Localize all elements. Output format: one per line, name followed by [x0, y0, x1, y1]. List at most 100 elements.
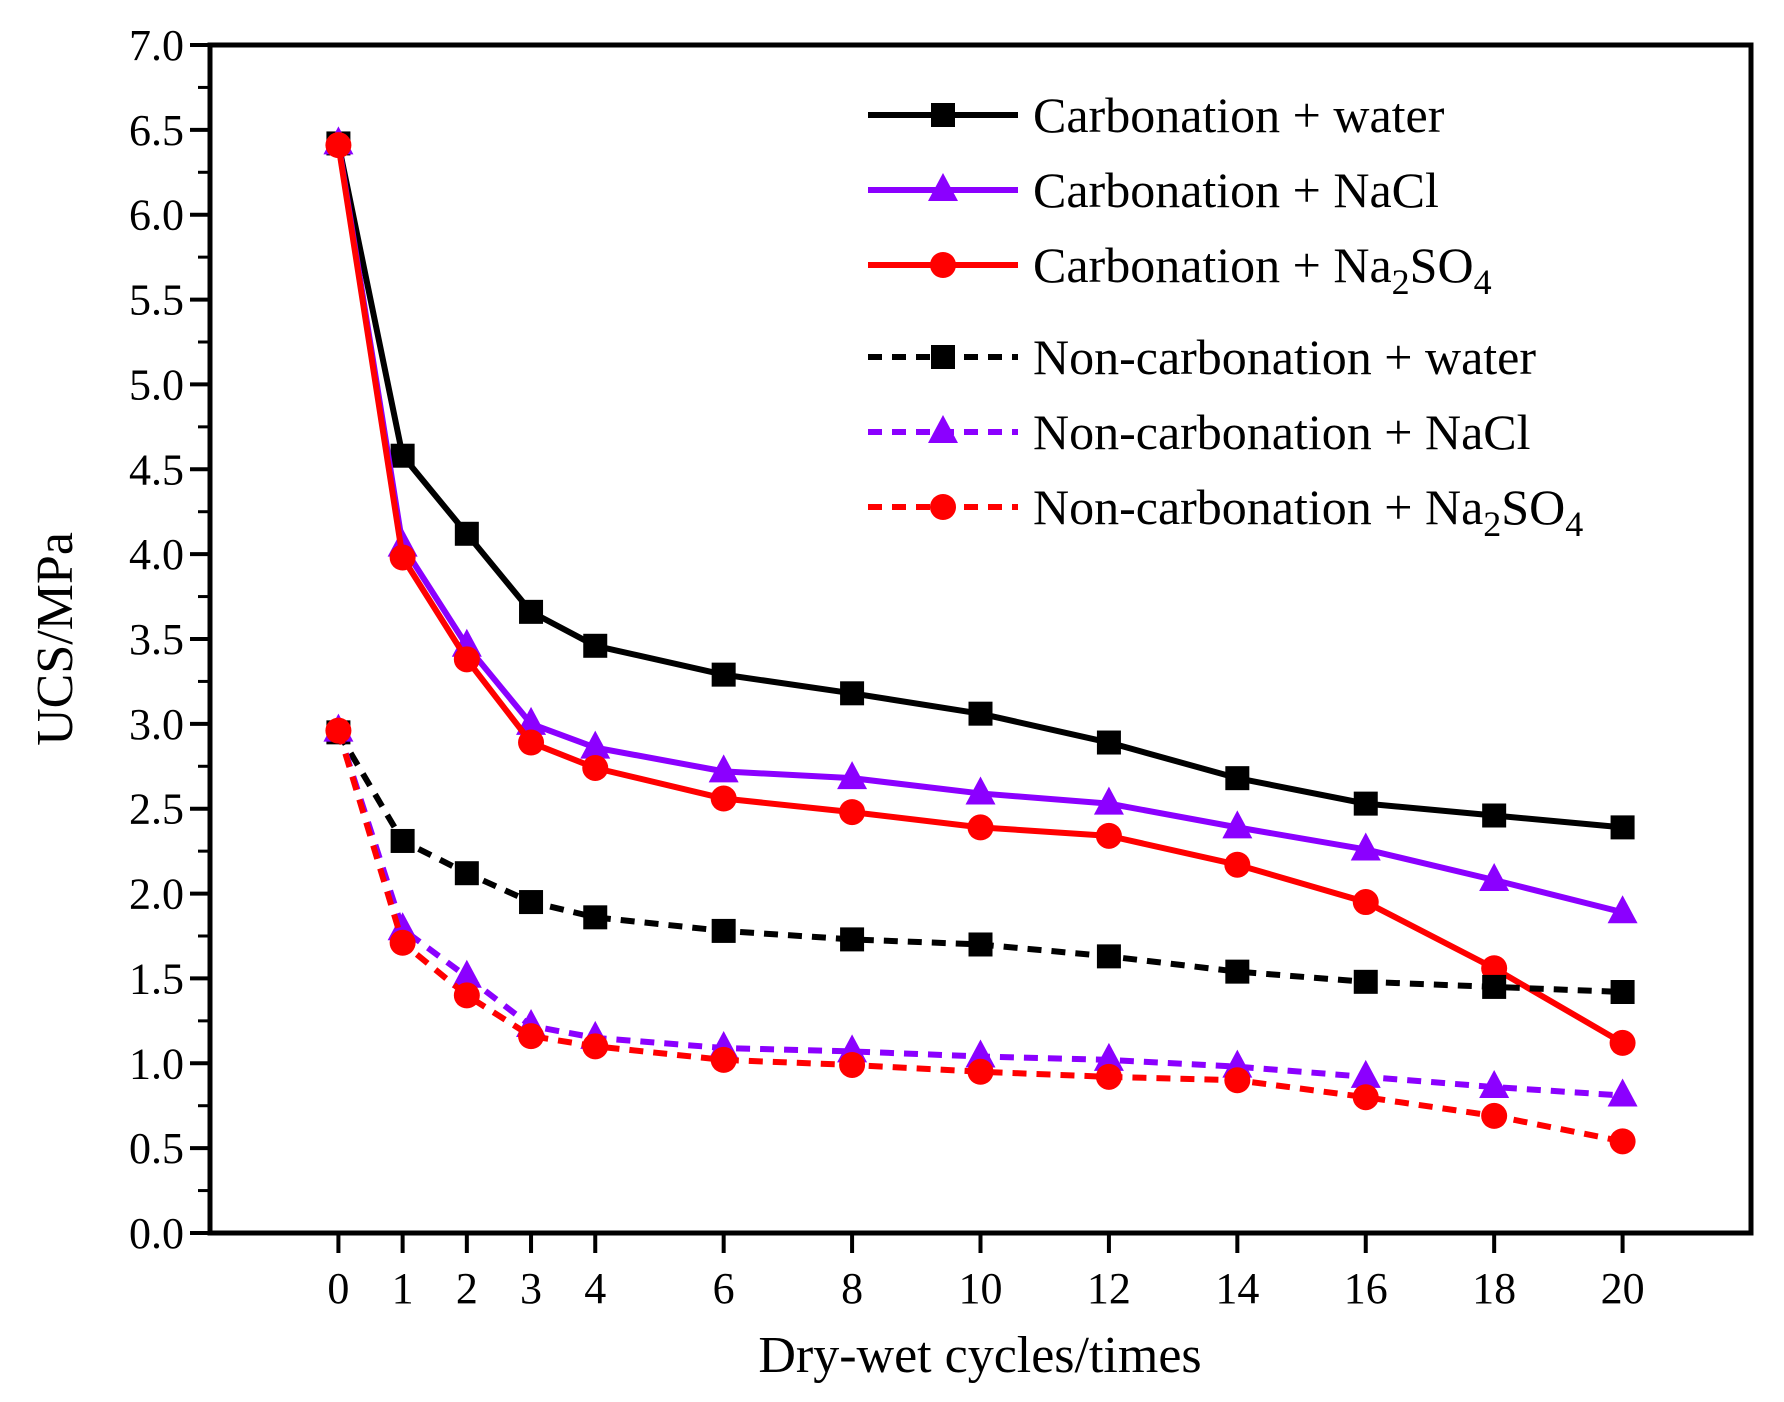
y-axis-title: UCS/MPa [27, 532, 84, 746]
data-point [839, 799, 866, 826]
data-point [516, 706, 547, 735]
legend-marker [928, 173, 958, 201]
x-tick-label: 3 [520, 1264, 542, 1313]
data-point [453, 982, 480, 1009]
legend-marker [930, 494, 956, 520]
data-point [390, 828, 415, 853]
data-point [840, 681, 865, 706]
x-tick-label: 8 [841, 1264, 863, 1313]
legend-label: Non-carbonation + NaCl [1033, 404, 1531, 460]
data-point [519, 599, 544, 624]
data-point [710, 785, 737, 812]
data-point [390, 443, 415, 468]
y-tick-label: 7.0 [129, 21, 184, 70]
data-point [451, 959, 482, 988]
legend-item: Carbonation + water [868, 87, 1445, 143]
data-point [837, 761, 868, 790]
data-point [967, 1058, 994, 1085]
y-tick-label: 4.5 [129, 445, 184, 494]
data-point [1096, 944, 1121, 969]
data-point [583, 905, 608, 930]
legend-subscript: 2 [1392, 262, 1410, 302]
legend-text: Carbonation + NaCl [1033, 162, 1439, 218]
data-point [711, 918, 736, 943]
legend-item: Non-carbonation + water [868, 329, 1536, 385]
data-point [968, 701, 993, 726]
data-point [582, 1033, 609, 1060]
y-tick-label: 4.0 [129, 530, 184, 579]
x-tick-label: 16 [1344, 1264, 1388, 1313]
data-point [1481, 1102, 1508, 1129]
data-point [518, 1023, 545, 1050]
data-point [1610, 815, 1635, 840]
x-tick-label: 1 [392, 1264, 414, 1313]
data-point [1352, 1084, 1379, 1111]
data-point [453, 646, 480, 673]
y-tick-label: 5.0 [129, 360, 184, 409]
legend-label: Carbonation + Na2SO4 [1033, 237, 1492, 302]
legend-label: Carbonation + water [1033, 87, 1445, 143]
legend-text: Carbonation + water [1033, 87, 1445, 143]
data-point [518, 729, 545, 756]
y-tick-label: 2.5 [129, 785, 184, 834]
data-point [1353, 969, 1378, 994]
data-point [1607, 895, 1638, 924]
data-point [1607, 1078, 1638, 1107]
legend-label: Carbonation + NaCl [1033, 162, 1439, 218]
data-point [1093, 786, 1124, 815]
legend-text: Carbonation + Na [1033, 237, 1392, 293]
legend-item: Carbonation + Na2SO4 [868, 237, 1492, 302]
x-tick-label: 6 [713, 1264, 735, 1313]
legend-text: Non-carbonation + NaCl [1033, 404, 1531, 460]
y-tick-label: 6.0 [129, 191, 184, 240]
data-point [582, 754, 609, 781]
x-tick-label: 10 [959, 1264, 1003, 1313]
data-point [1479, 862, 1510, 891]
data-point [968, 932, 993, 957]
legend-item: Non-carbonation + NaCl [868, 404, 1531, 460]
series-1 [323, 126, 1638, 924]
data-point [967, 814, 994, 841]
legend-label: Non-carbonation + Na2SO4 [1033, 479, 1583, 544]
data-point [583, 633, 608, 658]
series-2 [325, 132, 1636, 1056]
data-point [965, 1039, 996, 1068]
series-layer [323, 126, 1638, 1155]
data-point [1225, 766, 1250, 791]
series-3 [326, 720, 1635, 1005]
legend-subscript: 4 [1474, 262, 1492, 302]
x-tick-label: 0 [327, 1264, 349, 1313]
data-point [454, 521, 479, 546]
data-point [325, 717, 352, 744]
legend-marker [928, 415, 958, 443]
legend-marker [931, 345, 955, 369]
data-point [710, 1046, 737, 1073]
data-point [1353, 791, 1378, 816]
x-tick-label: 14 [1215, 1264, 1259, 1313]
data-point [1610, 980, 1635, 1005]
data-point [711, 662, 736, 687]
series-5 [325, 717, 1636, 1155]
legend-text: SO [1410, 237, 1474, 293]
y-tick-label: 3.5 [129, 615, 184, 664]
legend-item: Non-carbonation + Na2SO4 [868, 479, 1583, 544]
data-point [389, 929, 416, 956]
data-point [325, 132, 352, 159]
y-tick-label: 0.5 [129, 1124, 184, 1173]
data-point [1224, 1067, 1251, 1094]
legend-text: SO [1501, 479, 1565, 535]
data-point [1096, 730, 1121, 755]
data-point [454, 861, 479, 886]
legend-label: Non-carbonation + water [1033, 329, 1536, 385]
data-point [1482, 974, 1507, 999]
data-point [580, 730, 611, 759]
axis-ticks: 0.0 0.5 1.0 1.5 2.0 2.5 3.0 3.5 4.0 4.5 5.0 5.5 6.0 6… [129, 21, 1645, 1313]
data-point [1479, 1070, 1510, 1099]
data-point [1481, 955, 1508, 982]
y-tick-label: 5.5 [129, 276, 184, 325]
x-tick-label: 12 [1087, 1264, 1131, 1313]
data-point [839, 1051, 866, 1078]
legend: Carbonation + water Carbonation + NaCl Car… [868, 87, 1583, 544]
data-point [1350, 832, 1381, 861]
